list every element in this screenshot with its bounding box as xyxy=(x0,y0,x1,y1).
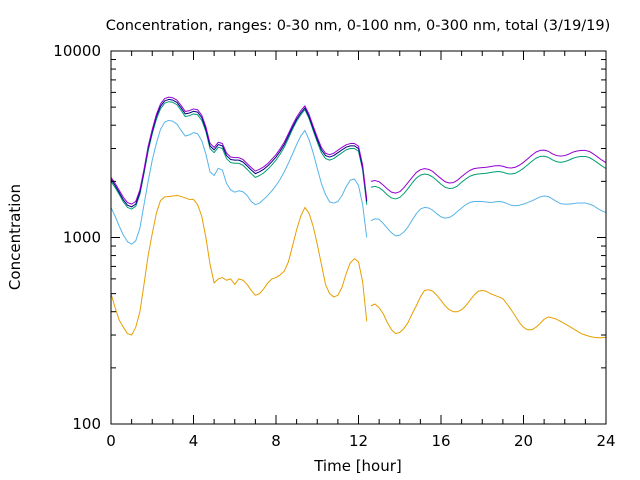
y-tick-label: 10000 xyxy=(53,42,101,60)
series-line-1-segment-2 xyxy=(370,289,607,339)
x-axis-label: Time [hour] xyxy=(313,457,402,475)
series-layer xyxy=(110,96,607,339)
chart-title: Concentration, ranges: 0-30 nm, 0-100 nm… xyxy=(106,18,611,34)
y-axis-label: Concentration xyxy=(6,184,24,290)
series-line-3-segment-1 xyxy=(110,101,368,210)
series-line-4-segment-1 xyxy=(110,98,368,208)
series-line-2-segment-1 xyxy=(110,119,368,245)
x-tick-label: 20 xyxy=(514,432,533,450)
y-tick-label: 1000 xyxy=(63,229,101,247)
plot-area-frame xyxy=(110,50,607,425)
axis-layer: 0 4 8 12 16 20 24 100 1000 10000 xyxy=(53,42,615,450)
x-tick-label: 16 xyxy=(431,432,450,450)
y-tick-label: 100 xyxy=(72,415,101,433)
series-line-5-segment-1 xyxy=(110,96,368,205)
series-line-5-segment-2 xyxy=(370,149,607,194)
x-tick-label: 4 xyxy=(189,432,199,450)
x-tick-label: 8 xyxy=(271,432,281,450)
x-tick-label: 0 xyxy=(106,432,116,450)
series-line-1-segment-1 xyxy=(110,194,368,336)
series-line-3-segment-2 xyxy=(370,155,607,200)
series-line-2-segment-2 xyxy=(370,195,607,237)
x-tick-label: 24 xyxy=(596,432,615,450)
x-tick-label: 12 xyxy=(349,432,368,450)
